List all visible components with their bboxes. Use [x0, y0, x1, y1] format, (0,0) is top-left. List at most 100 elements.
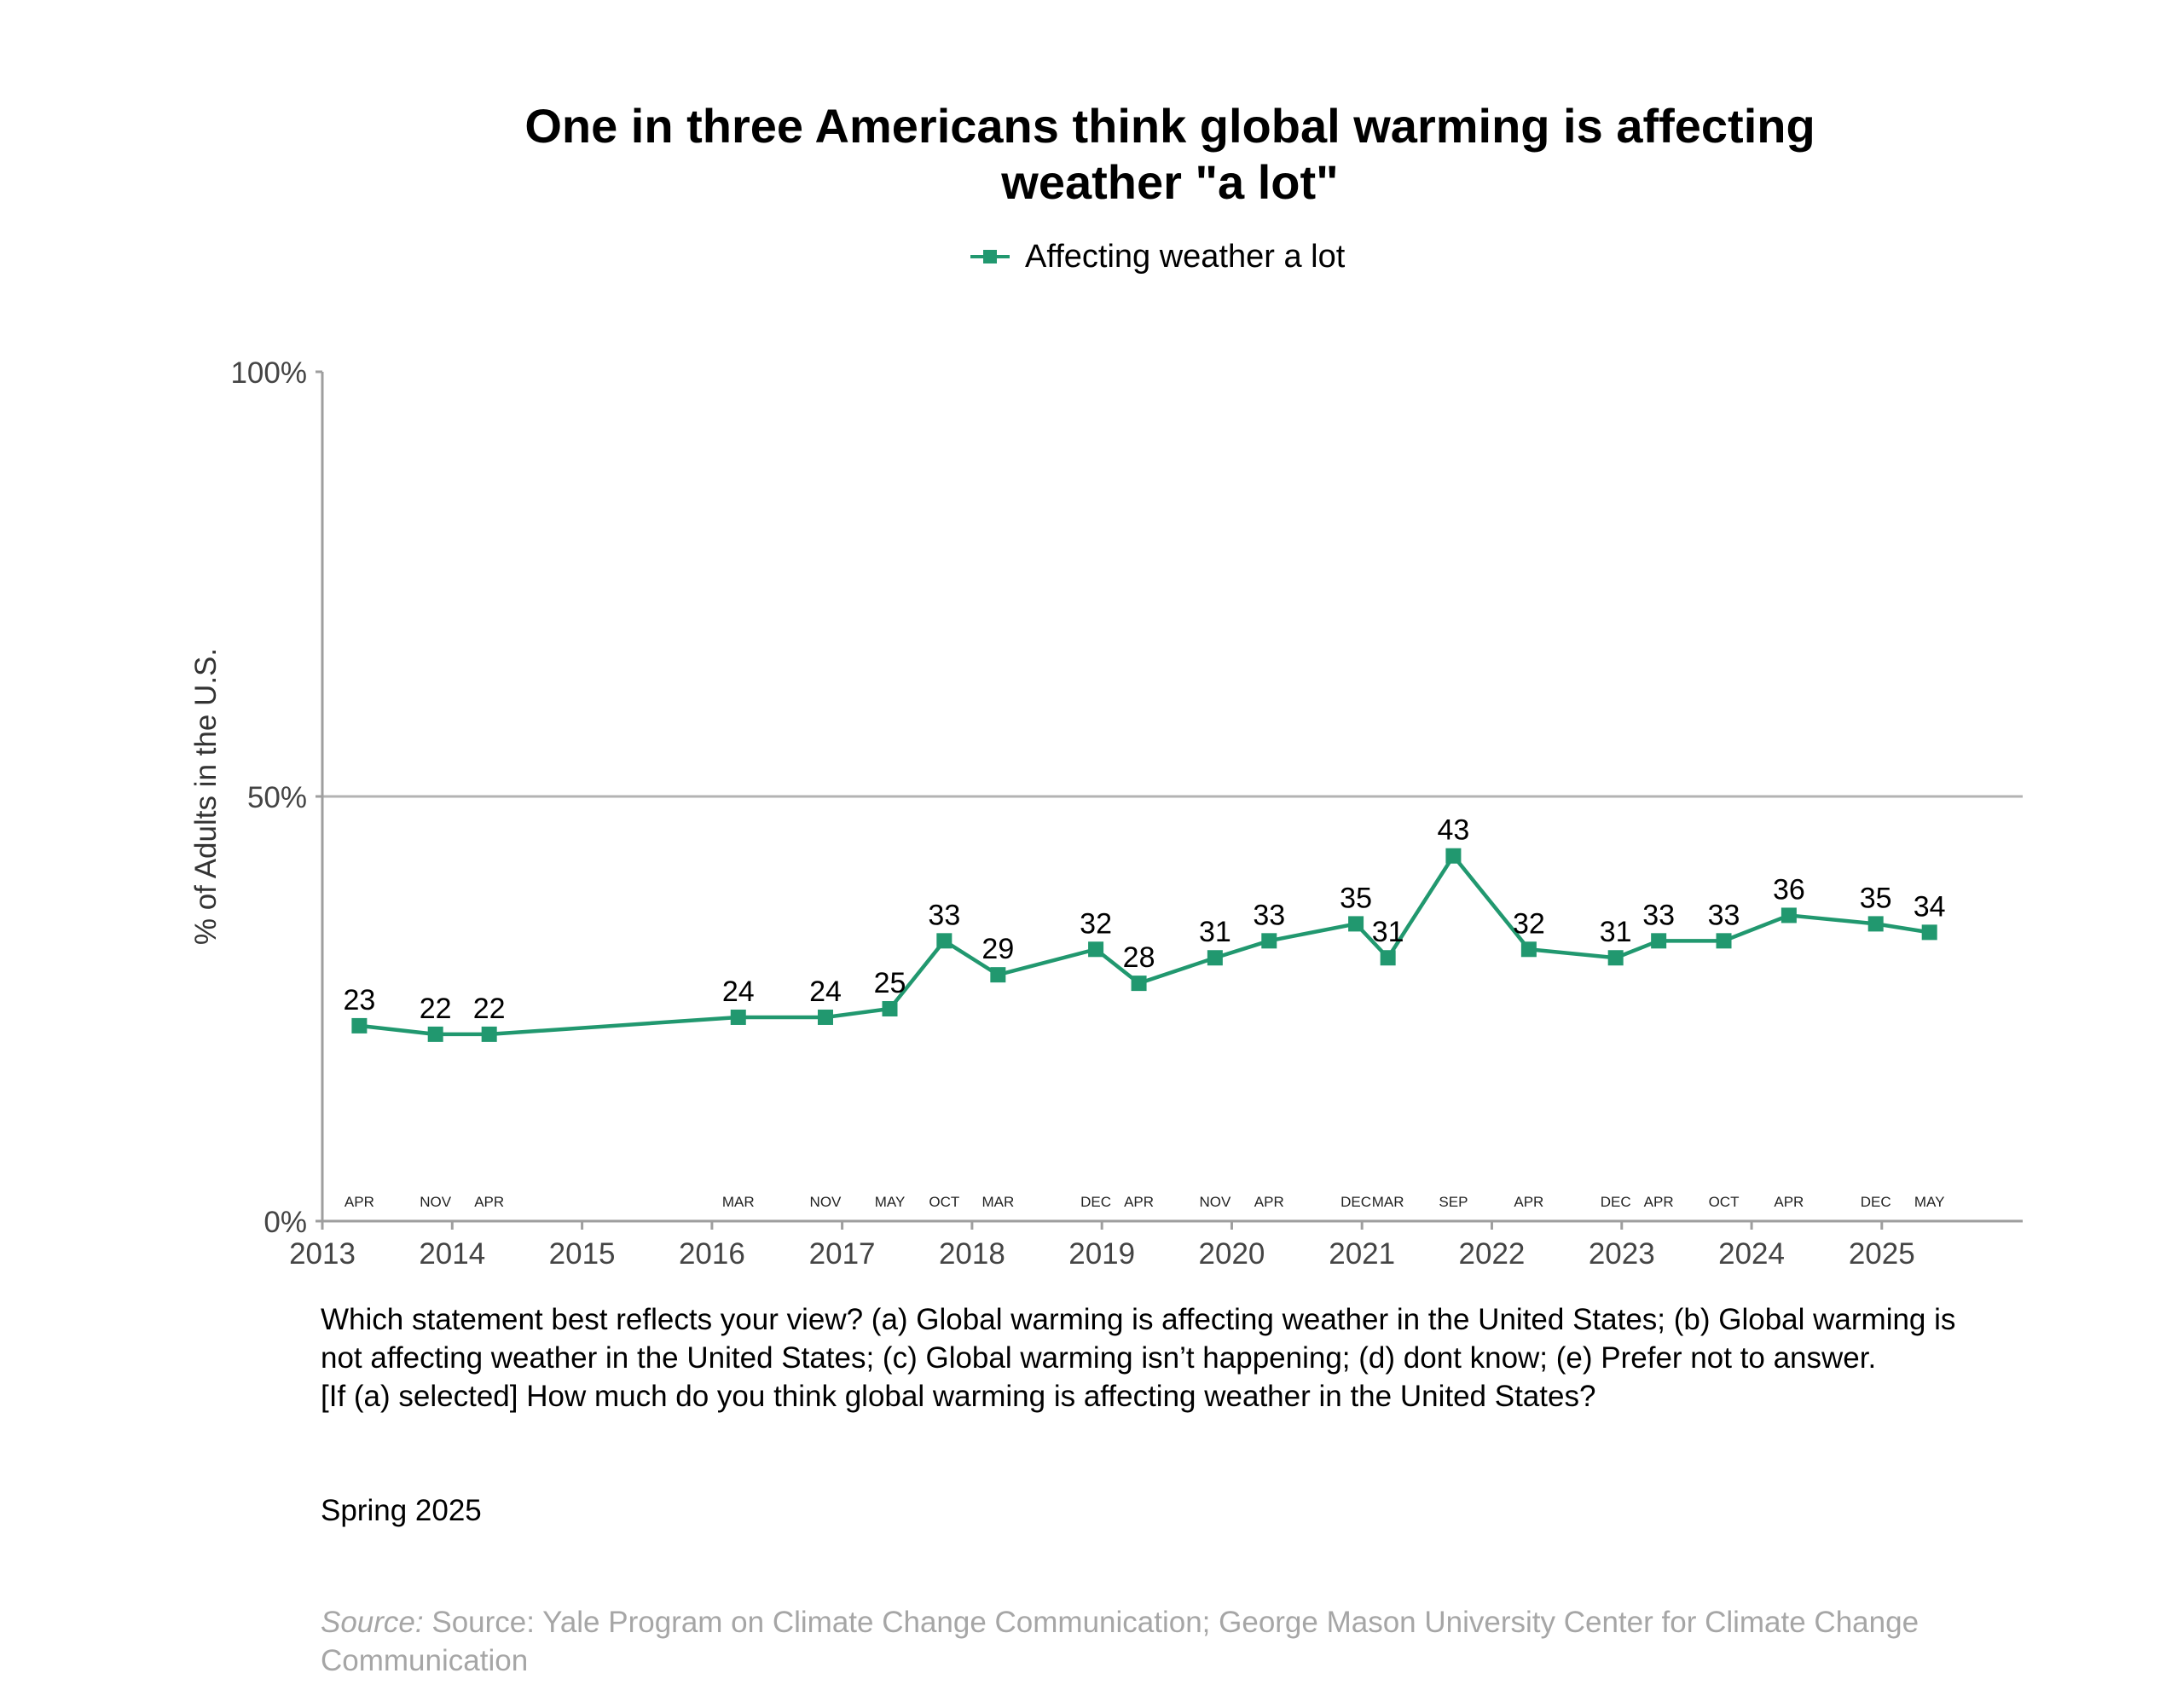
survey-question: Which statement best reflects your view?… [321, 1300, 1992, 1416]
y-axis-title: % of Adults in the U.S. [189, 648, 223, 945]
data-point [990, 967, 1006, 983]
x-axis-ticks: 2013 2014 2015 2016 2017 2018 2019 2020 2021 2022… [289, 1221, 1915, 1271]
x-tick-label: 2017 [809, 1237, 876, 1271]
month-label: APR [1254, 1194, 1284, 1210]
data-point [1520, 941, 1537, 958]
month-label: APR [345, 1194, 374, 1210]
chart-title-line-2: weather "a lot" [1001, 155, 1339, 209]
line-chart: 0%50%100% 2013 2014 2015 2016 2017 2018 2019 20… [189, 356, 2023, 1271]
data-point [1131, 976, 1147, 992]
data-point [1261, 933, 1277, 949]
source-note: Source: Source: Yale Program on Climate … [321, 1603, 2077, 1680]
month-label: APR [1514, 1194, 1543, 1210]
month-label: MAY [875, 1194, 906, 1210]
y-tick-label: 50% [247, 781, 307, 814]
x-tick-label: 2019 [1068, 1237, 1135, 1271]
x-tick-label: 2023 [1589, 1237, 1655, 1271]
month-label: APR [1124, 1194, 1154, 1210]
month-label: APR [1644, 1194, 1674, 1210]
month-label: APR [474, 1194, 504, 1210]
x-tick-label: 2013 [289, 1237, 356, 1271]
legend-series-marker [970, 240, 1010, 274]
data-point [1651, 933, 1667, 949]
month-label: MAR [981, 1194, 1014, 1210]
month-label: APR [1774, 1194, 1804, 1210]
x-tick-label: 2018 [939, 1237, 1005, 1271]
data-label: 43 [1437, 814, 1469, 847]
month-label: MAR [1372, 1194, 1404, 1210]
month-label: DEC [1340, 1194, 1371, 1210]
data-label: 24 [809, 976, 842, 1008]
data-label: 33 [928, 899, 960, 931]
month-label: MAY [1914, 1194, 1945, 1210]
question-followup: [If (a) selected] How much do you think … [321, 1380, 1596, 1413]
data-point [1207, 950, 1223, 966]
data-point [1088, 941, 1104, 958]
month-label: NOV [1199, 1194, 1231, 1210]
data-label: 24 [722, 976, 755, 1008]
data-point [1867, 916, 1884, 932]
series-points [351, 848, 1937, 1042]
data-label: 35 [1860, 882, 1892, 914]
data-label: 36 [1773, 873, 1805, 906]
x-tick-label: 2016 [679, 1237, 745, 1271]
data-label: 33 [1708, 899, 1740, 931]
month-labels: APR NOV APR MAR NOV MAY OCT MAR DEC APR NOV APR DEC M… [345, 1194, 1945, 1210]
y-tick-label: 0% [263, 1206, 307, 1239]
data-point [1781, 907, 1797, 923]
data-point [882, 1001, 898, 1016]
data-point [427, 1026, 443, 1042]
month-label: OCT [1709, 1194, 1740, 1210]
data-point [1607, 950, 1624, 966]
data-point [481, 1026, 497, 1042]
month-label: NOV [810, 1194, 843, 1210]
data-label: 31 [1600, 916, 1632, 948]
survey-date: Spring 2025 [321, 1494, 482, 1527]
data-label: 28 [1123, 941, 1155, 974]
series-line [359, 854, 1931, 1037]
x-tick-label: 2021 [1329, 1237, 1395, 1271]
x-tick-label: 2014 [419, 1237, 485, 1271]
month-label: DEC [1080, 1194, 1111, 1210]
data-label: 23 [343, 984, 375, 1016]
y-tick-label: 100% [230, 356, 307, 390]
month-label: OCT [929, 1194, 959, 1210]
month-label: MAR [722, 1194, 755, 1210]
data-point [351, 1017, 368, 1033]
x-tick-label: 2022 [1459, 1237, 1526, 1271]
data-label: 33 [1253, 899, 1285, 931]
data-point [817, 1009, 833, 1025]
data-point [936, 933, 953, 949]
data-point [730, 1009, 746, 1025]
data-label: 33 [1642, 899, 1675, 931]
question-text: Which statement best reflects your view?… [321, 1303, 1956, 1375]
x-tick-label: 2015 [549, 1237, 616, 1271]
month-label: DEC [1601, 1194, 1631, 1210]
legend-series-label: Affecting weather a lot [1025, 238, 1346, 275]
y-axis-ticks: 0% 50% 100% [230, 356, 322, 1239]
data-point [1348, 916, 1364, 932]
data-point [1921, 924, 1937, 941]
legend: Affecting weather a lot [970, 235, 1345, 278]
data-label: 31 [1199, 916, 1231, 948]
month-label: DEC [1861, 1194, 1891, 1210]
source-text: Source: Yale Program on Climate Change C… [321, 1606, 1920, 1677]
data-label: 31 [1372, 916, 1404, 948]
data-label: 25 [874, 967, 906, 999]
x-tick-label: 2025 [1849, 1237, 1915, 1271]
series-line-group [359, 854, 1931, 1037]
data-label: 34 [1914, 890, 1946, 923]
x-tick-label: 2020 [1199, 1237, 1265, 1271]
data-label: 32 [1080, 907, 1112, 940]
data-label: 29 [981, 933, 1014, 965]
data-point [1716, 933, 1732, 949]
data-point [1380, 950, 1396, 966]
data-label: 22 [420, 993, 452, 1025]
chart-title: One in three Americans think global warm… [0, 98, 2183, 211]
data-label: 22 [473, 993, 506, 1025]
data-label: 35 [1340, 882, 1372, 914]
source-label: Source: [321, 1606, 424, 1639]
month-label: NOV [420, 1194, 452, 1210]
month-label: SEP [1439, 1194, 1468, 1210]
